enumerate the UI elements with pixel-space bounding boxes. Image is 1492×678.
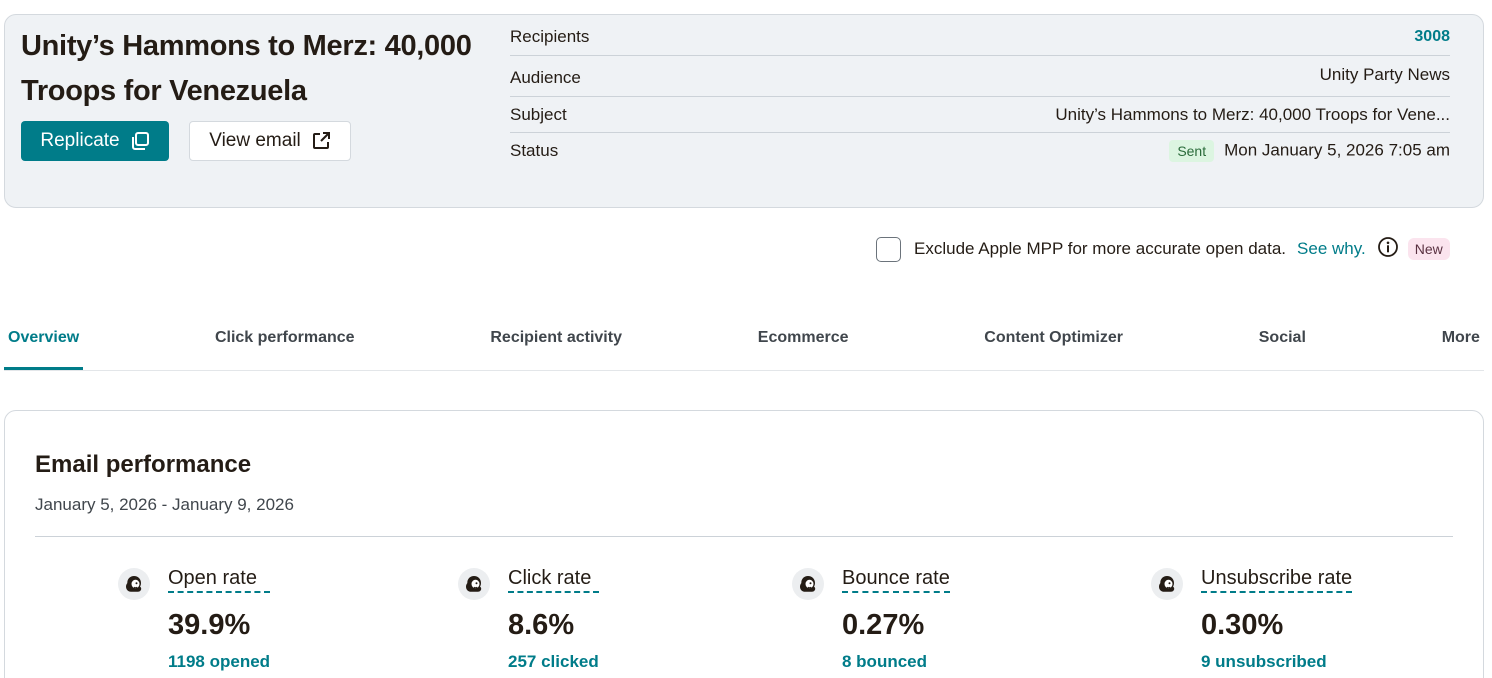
meta-row-recipients: Recipients 3008 (510, 18, 1450, 56)
recipients-label: Recipients (510, 26, 590, 46)
view-email-button[interactable]: View email (189, 121, 351, 161)
exclude-apple-mpp-checkbox[interactable] (876, 236, 901, 262)
status-sent-date: Mon January 5, 2026 7:05 am (1224, 140, 1450, 160)
email-performance-title: Email performance (35, 451, 252, 478)
mailchimp-freddie-icon (458, 568, 490, 600)
open-rate-label[interactable]: Open rate (168, 567, 271, 593)
status-badge: Sent (1169, 140, 1215, 162)
tab-overview[interactable]: Overview (4, 318, 84, 370)
tab-more[interactable]: More (1441, 329, 1480, 346)
metric-bounce-rate: Bounce rate 0.27% 8 bounced (792, 567, 950, 672)
subject-label: Subject (510, 104, 567, 124)
view-email-button-label: View email (209, 130, 301, 151)
meta-row-status: Status Sent Mon January 5, 2026 7:05 am (510, 133, 1450, 169)
unsubscribe-rate-label[interactable]: Unsubscribe rate (1201, 567, 1353, 593)
external-link-icon (311, 131, 331, 151)
mailchimp-freddie-icon (1151, 568, 1183, 600)
campaign-meta: Recipients 3008 Audience Unity Party New… (510, 18, 1450, 169)
bounce-rate-count-link[interactable]: 8 bounced (842, 652, 928, 671)
email-performance-card: Email performance January 5, 2026 - Janu… (4, 410, 1484, 678)
divider (35, 536, 1453, 537)
meta-row-audience: Audience Unity Party News (510, 56, 1450, 97)
tab-content-optimizer[interactable]: Content Optimizer (984, 329, 1123, 346)
campaign-title: Unity’s Hammons to Merz: 40,000 Troops f… (21, 30, 472, 107)
click-rate-count-link[interactable]: 257 clicked (508, 652, 599, 671)
meta-row-subject: Subject Unity’s Hammons to Merz: 40,000 … (510, 97, 1450, 133)
apple-mpp-text: Exclude Apple MPP for more accurate open… (914, 239, 1287, 258)
tab-recipient-activity[interactable]: Recipient activity (490, 329, 622, 346)
tab-social[interactable]: Social (1258, 329, 1306, 346)
unsubscribe-rate-count-link[interactable]: 9 unsubscribed (1201, 652, 1327, 671)
replicate-button-label: Replicate (40, 130, 120, 151)
click-rate-label[interactable]: Click rate (508, 567, 599, 593)
recipients-value-link[interactable]: 3008 (1414, 27, 1450, 45)
metric-click-rate: Click rate 8.6% 257 clicked (458, 567, 599, 672)
unsubscribe-rate-value: 0.30% (1201, 609, 1284, 641)
status-value-wrap: Sent Mon January 5, 2026 7:05 am (1169, 140, 1450, 162)
see-why-link[interactable]: See why. (1297, 239, 1366, 258)
apple-mpp-row: Exclude Apple MPP for more accurate open… (876, 234, 1450, 264)
new-badge: New (1407, 238, 1450, 260)
audience-label: Audience (510, 68, 581, 87)
copy-icon (130, 131, 150, 151)
subject-value: Unity’s Hammons to Merz: 40,000 Troops f… (1055, 104, 1450, 124)
bounce-rate-value: 0.27% (842, 609, 925, 641)
metric-open-rate: Open rate 39.9% 1198 opened (118, 567, 271, 672)
open-rate-value: 39.9% (168, 609, 251, 641)
status-label: Status (510, 141, 559, 160)
mailchimp-freddie-icon (118, 568, 150, 600)
open-rate-count-link[interactable]: 1198 opened (168, 652, 271, 671)
tab-click-performance[interactable]: Click performance (214, 329, 355, 346)
audience-value: Unity Party News (1319, 65, 1450, 84)
email-performance-date-range: January 5, 2026 - January 9, 2026 (35, 495, 294, 514)
bounce-rate-label[interactable]: Bounce rate (842, 567, 950, 593)
click-rate-value: 8.6% (508, 609, 575, 641)
mailchimp-freddie-icon (792, 568, 824, 600)
replicate-button[interactable]: Replicate (21, 121, 169, 161)
campaign-summary-card (4, 14, 1484, 208)
tab-ecommerce[interactable]: Ecommerce (757, 329, 849, 346)
metric-unsubscribe-rate: Unsubscribe rate 0.30% 9 unsubscribed (1151, 567, 1353, 672)
report-tabs: Overview Click performance Recipient act… (4, 318, 1484, 371)
info-icon[interactable] (1377, 236, 1399, 263)
